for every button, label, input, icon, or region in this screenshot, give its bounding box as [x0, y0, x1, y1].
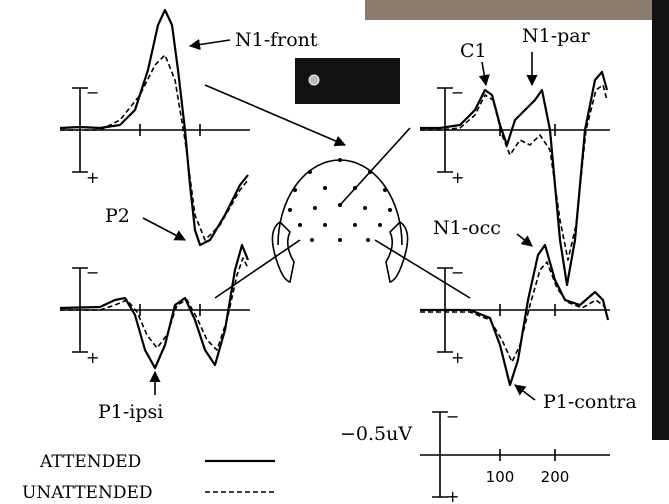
polarity-minus: −: [451, 83, 464, 102]
peak-label: N1-par: [522, 25, 591, 47]
peak-label: P1-contra: [543, 391, 637, 413]
polarity-plus: +: [86, 168, 99, 187]
label-arrow: [514, 384, 536, 401]
peak-label: P1-ipsi: [98, 401, 163, 423]
polarity-plus: +: [451, 168, 464, 187]
polarity-minus: −: [86, 263, 99, 282]
stimulus-dot: [308, 74, 320, 86]
polarity-plus: +: [446, 487, 459, 504]
peak-label: N1-front: [235, 29, 318, 51]
calibration-amplitude: −0.5uV: [340, 423, 412, 445]
photo-strip: [365, 0, 669, 20]
polarity-minus: −: [446, 407, 459, 426]
connector: [374, 239, 471, 299]
label-arrow: [478, 61, 490, 87]
calibration-tick: 100: [486, 468, 515, 486]
calibration-tick: 200: [541, 468, 570, 486]
legend-label: ATTENDED: [39, 452, 141, 472]
label-arrow: [142, 217, 186, 241]
label-arrow: [188, 38, 231, 51]
peak-label: P2: [105, 205, 130, 227]
connector: [339, 127, 411, 206]
polarity-plus: +: [86, 348, 99, 367]
head: [271, 158, 409, 283]
connector: [204, 84, 347, 147]
polarity-minus: −: [86, 83, 99, 102]
polarity-minus: −: [451, 263, 464, 282]
peak-label: N1-occ: [433, 217, 501, 239]
label-arrow: [516, 233, 533, 247]
dark-edge: [652, 0, 669, 440]
polarity-plus: +: [451, 348, 464, 367]
waveforms: [59, 8, 610, 387]
legend-label: UNATTENDED: [22, 483, 153, 503]
peak-label: C1: [460, 40, 487, 62]
connector: [214, 239, 301, 299]
axes: [60, 87, 610, 498]
